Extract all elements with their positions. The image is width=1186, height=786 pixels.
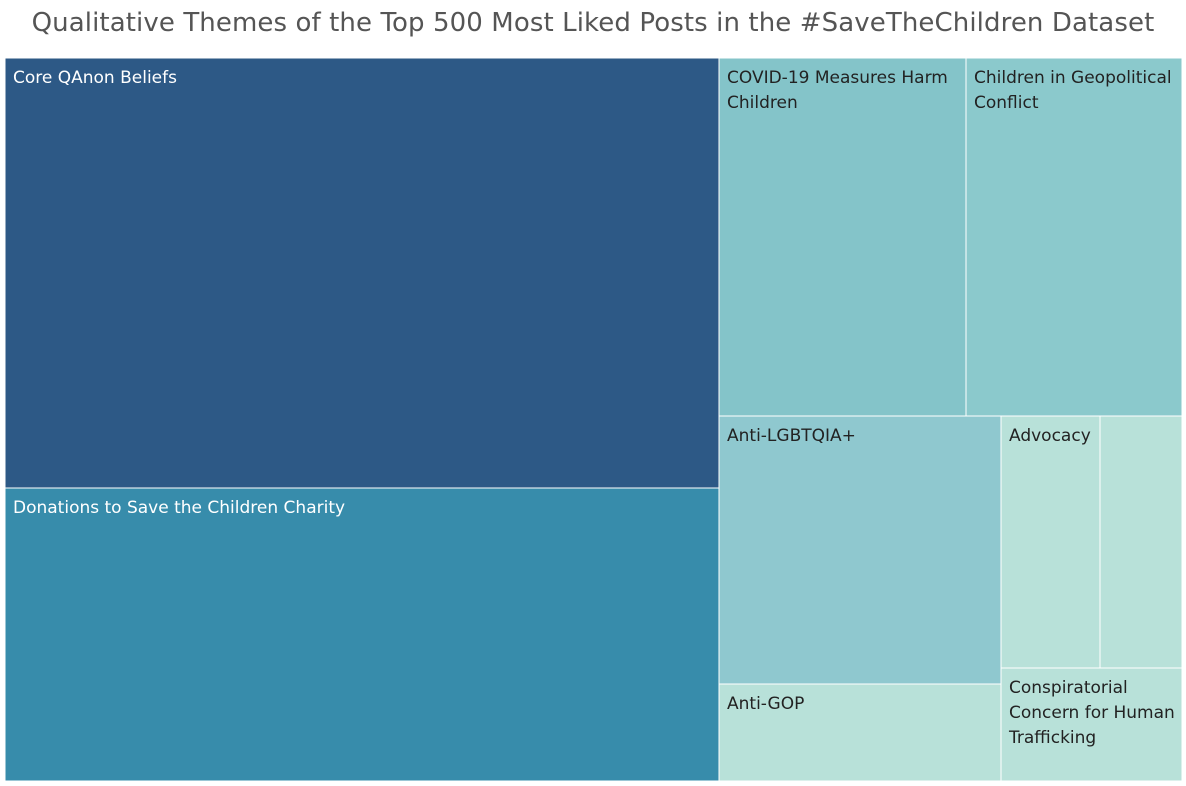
tile-label: Donations to Save the Children Charity xyxy=(13,498,345,518)
tile-rect xyxy=(4,487,720,782)
tile-conspiratorial-concern-for-human-trafficking: Conspiratorial Concern for Human Trafficki… xyxy=(1000,667,1183,782)
tile-rect xyxy=(965,57,1183,417)
tile-advocacy: Advocacy xyxy=(1000,415,1101,669)
tile-label: Anti-LGBTQIA+ xyxy=(727,426,856,446)
chart-title: Qualitative Themes of the Top 500 Most L… xyxy=(31,8,1155,38)
tile-label: Core QAnon Beliefs xyxy=(13,68,177,88)
tile-label: Advocacy xyxy=(1009,426,1091,446)
tile-label: COVID-19 Measures Harm Children xyxy=(727,68,948,113)
tile-rect xyxy=(1099,415,1183,669)
tile-anti-lgbtqia: Anti-LGBTQIA+ xyxy=(718,415,1002,685)
tile-core-qanon-beliefs: Core QAnon Beliefs xyxy=(4,57,720,489)
tile-label: Conspiratorial Concern for Human Trafficki… xyxy=(1008,678,1175,748)
tile-rect xyxy=(4,57,720,489)
tile-label: Children in Geopolitical Conflict xyxy=(974,68,1172,113)
tile-rect xyxy=(718,415,1002,685)
tile-rect xyxy=(718,57,967,417)
tile-label: Anti-GOP xyxy=(727,694,804,714)
tile-rect xyxy=(1000,415,1101,669)
tile-donations-to-save-the-children-charity: Donations to Save the Children Charity xyxy=(4,487,720,782)
tile-covid-19-measures-harm-children: COVID-19 Measures Harm Children xyxy=(718,57,967,417)
tile-unlabeled-6 xyxy=(1099,415,1183,669)
tile-anti-gop: Anti-GOP xyxy=(718,683,1002,782)
tile-children-in-geopolitical-conflict: Children in Geopolitical Conflict xyxy=(965,57,1183,417)
tile-rect xyxy=(1000,667,1183,782)
